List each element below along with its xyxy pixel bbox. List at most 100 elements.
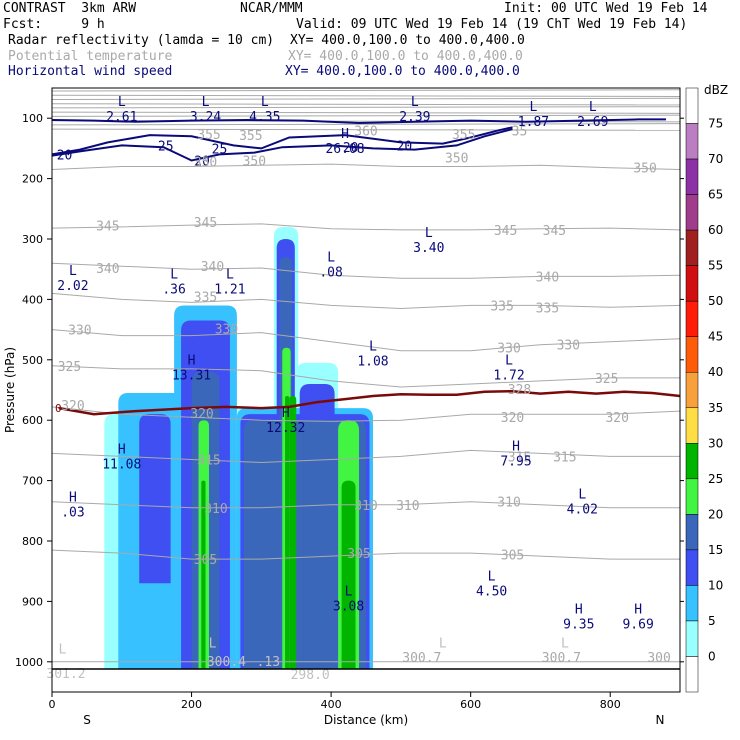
reflectivity-cell [285, 396, 290, 670]
colorbar-swatch [685, 336, 699, 373]
extremum-marker: L [505, 354, 513, 369]
theta-label: 305 [347, 547, 370, 562]
theta-label: 305 [194, 553, 217, 568]
valid-time: Valid: 09 UTC Wed 19 Feb 14 (19 ChT Wed … [296, 17, 688, 32]
theta-label: 330 [557, 339, 580, 354]
theta-contour [51, 329, 681, 352]
theta-label: 335 [194, 290, 217, 305]
colorbar-level-label: 45 [708, 330, 723, 344]
extremum-marker: L [411, 95, 419, 110]
extremum-value: .36 [162, 282, 185, 297]
y-tick-label: 200 [22, 173, 43, 186]
extremum-value: 1.08 [357, 355, 388, 370]
colorbar-level-label: 40 [708, 365, 723, 379]
colorbar-swatch [685, 407, 699, 444]
theta-label: 310 [497, 496, 520, 511]
theta-label: 315 [553, 450, 576, 465]
extremum-value: 4.35 [249, 110, 280, 125]
colorbar-swatch [685, 194, 699, 231]
reflectivity-cell [139, 414, 171, 584]
extremum-value: 13.31 [172, 369, 211, 384]
extremum-value: 2.69 [577, 115, 608, 130]
theta-label: 340 [201, 260, 224, 275]
extremum-value: 3.40 [413, 241, 444, 256]
theta-label: 345 [543, 224, 566, 239]
theta-label: 320 [501, 411, 524, 426]
theta-label: 325 [595, 372, 618, 387]
wind-contour-label: 25 [212, 142, 228, 157]
wind-contour-label: 20 [57, 148, 73, 163]
freezing-level: 0 [55, 389, 681, 416]
y-axis-label: Pressure (hPa) [3, 347, 17, 433]
theta-label: 320 [190, 407, 213, 422]
theta-contour [51, 406, 681, 422]
theta-contour [51, 94, 681, 97]
extremum-marker: L [578, 488, 586, 503]
extremum-marker: H [118, 442, 126, 457]
extremum-marker: H [512, 439, 520, 454]
field-wind-name: Horizontal wind speed [8, 64, 173, 79]
theta-label: 300.7 [542, 651, 581, 666]
theta-label: 35 [512, 124, 528, 139]
extremum-value: 7.95 [500, 454, 531, 469]
theta-contour [51, 89, 681, 92]
colorbar-swatch [685, 478, 699, 515]
y-tick-label: 900 [22, 595, 43, 608]
extremum-marker: L [170, 267, 178, 282]
colorbar-swatch [685, 87, 699, 124]
surface-label: .13 [257, 655, 280, 670]
theta-contour [51, 549, 680, 560]
theta-contour [51, 111, 681, 114]
extremum-value: 1.72 [493, 369, 524, 384]
theta-label: 335 [490, 299, 513, 314]
colorbar-level-label: 5 [708, 614, 716, 628]
colorbar-level-label: 0 [708, 649, 716, 663]
theta-label: 335 [536, 301, 559, 316]
colorbar-level-label: 20 [708, 507, 723, 521]
extremum-value: 4.02 [567, 503, 598, 518]
extremum-marker: L [202, 95, 210, 110]
extremum-marker: L [69, 264, 77, 279]
field-theta-xy: XY= 400.0,100.0 to 400.0,400.0 [288, 49, 523, 64]
theta-label: 330 [215, 322, 238, 337]
theta-label: 310 [204, 502, 227, 517]
colorbar-swatch [685, 265, 699, 302]
extremum-marker: L [118, 95, 126, 110]
theta-label: 320 [61, 399, 84, 414]
theta-contour [51, 262, 681, 279]
extremum-value: 4.50 [476, 584, 507, 599]
reflectivity-cell [341, 480, 356, 670]
theta-label: 355 [239, 129, 262, 144]
theta-label: 345 [494, 224, 517, 239]
theta-label: 350 [194, 156, 217, 171]
colorbar-swatch [685, 371, 699, 409]
theta-label: 350 [243, 154, 266, 169]
extremum-value: .03 [61, 506, 84, 521]
colorbar-swatch [685, 585, 699, 622]
y-tick-label: 1000 [15, 656, 43, 669]
colorbar-level-label: 10 [708, 578, 723, 592]
theta-label: 345 [194, 216, 217, 231]
plot-frame [51, 87, 681, 693]
extremum-value: .08 [319, 265, 342, 280]
colorbar-swatch [685, 620, 699, 657]
y-tick-label: 300 [22, 233, 43, 246]
theta-label: 305 [501, 548, 524, 563]
x-tick-label: 200 [181, 698, 202, 711]
wind-contour-label: 20 [343, 141, 359, 156]
colorbar-level-label: 15 [708, 543, 723, 557]
extremum-value: 2.02 [57, 279, 88, 294]
wind-contour-label: 20 [194, 154, 210, 169]
extremum-marker: H [188, 354, 196, 369]
extremum-value: 2.39 [399, 110, 430, 125]
freezing-level-line [58, 389, 681, 416]
theta-contour [51, 106, 681, 109]
extremum-marker: H [634, 602, 642, 617]
y-tick-label: 600 [22, 414, 43, 427]
extremum-marker: L [488, 569, 496, 584]
x-tick-label: 600 [460, 698, 481, 711]
theta-contour [51, 501, 680, 509]
extremum-marker: L [261, 95, 269, 110]
theta-label: 330 [497, 342, 520, 357]
